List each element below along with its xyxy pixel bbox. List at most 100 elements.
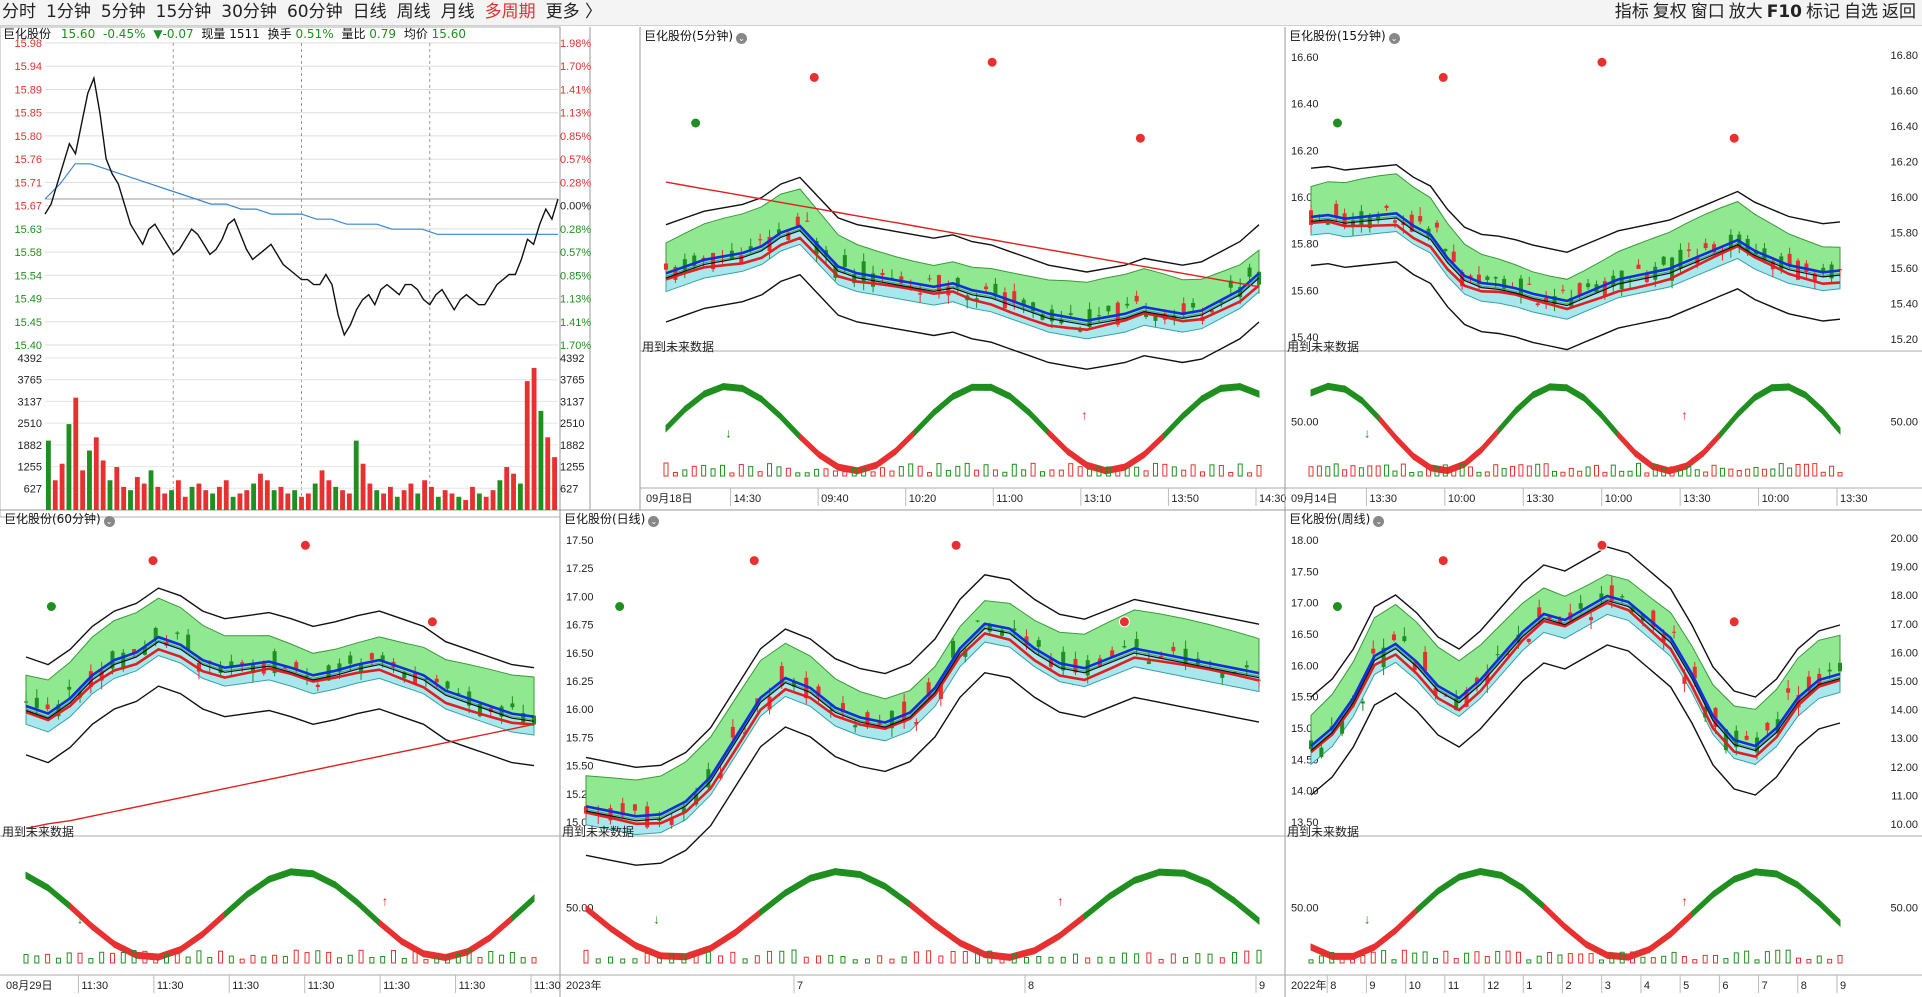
tab-0[interactable]: 分时 [2, 2, 36, 22]
candle [1630, 606, 1635, 612]
panel-title-pw[interactable]: 巨化股份(周线) ⌄ [1289, 512, 1385, 527]
period-tabs: 分时 1分钟 5分钟 15分钟 30分钟 60分钟 日线 周线 月线 多周期 更多 〉 [2, 1, 612, 23]
osc-bar [1526, 465, 1532, 477]
volume-bar [271, 490, 277, 510]
osc-bar [1391, 959, 1397, 964]
tool-3[interactable]: 放大 [1728, 2, 1763, 22]
volume-bar [333, 486, 339, 510]
osc-bar [1602, 471, 1608, 477]
gear-icon[interactable]: ⌄ [736, 33, 747, 44]
osc-bar [974, 469, 980, 477]
tab-5[interactable]: 60分钟 [286, 2, 343, 22]
left-axis-tick: 13.50 [1291, 817, 1319, 829]
candle [880, 272, 885, 276]
signal-marker [1728, 132, 1740, 144]
osc-bar [669, 953, 675, 964]
candle [673, 267, 678, 280]
tab-2[interactable]: 5分钟 [100, 2, 146, 22]
volume-bar [169, 490, 174, 510]
candle [1068, 313, 1073, 315]
axis-tick: 16.00 [1890, 647, 1918, 659]
candle [1106, 305, 1111, 312]
candle [445, 681, 450, 689]
tool-2[interactable]: 窗口 [1690, 2, 1725, 22]
osc-bar [754, 955, 760, 964]
osc-bar [1761, 468, 1767, 477]
tool-0[interactable]: 指标 [1614, 2, 1649, 22]
osc-bar [945, 469, 951, 477]
tool-5[interactable]: 标记 [1806, 2, 1840, 22]
tab-9[interactable]: 多周期 [484, 2, 536, 22]
panel-title-p60[interactable]: 巨化股份(60分钟) ⌄ [4, 512, 115, 527]
osc-bar [455, 953, 461, 964]
volume-bar [285, 493, 291, 510]
left-axis-tick: 16.00 [566, 704, 594, 716]
osc-bar [1619, 951, 1625, 964]
osc-bar [938, 955, 944, 964]
candle [1059, 319, 1064, 324]
osc-ribbon [1691, 890, 1714, 919]
up-arrow-icon: ↑ [382, 894, 389, 909]
candle [1670, 257, 1675, 281]
panel-title-p15[interactable]: 巨化股份(15分钟) ⌄ [1289, 29, 1400, 44]
tool-7[interactable]: 返回 [1882, 2, 1916, 22]
gear-icon[interactable]: ⌄ [648, 516, 660, 527]
osc-bar [88, 958, 94, 964]
osc-ribbon [761, 395, 782, 421]
left-axis-tick: 17.50 [1291, 566, 1319, 578]
volume-bar [80, 470, 86, 510]
osc-bar [369, 957, 375, 964]
osc-bar [1325, 466, 1331, 477]
panel-title-p5[interactable]: 巨化股份(5分钟) ⌄ [644, 29, 747, 44]
candle [1183, 648, 1188, 664]
tab-10[interactable]: 更多 〉 [545, 2, 602, 22]
candle [1220, 672, 1225, 678]
axis-tick: 18.00 [1890, 590, 1918, 602]
volume-bar [470, 486, 475, 510]
tool-1[interactable]: 复权 [1652, 2, 1687, 22]
left-axis-tick: 15.80 [1291, 239, 1319, 251]
osc-ribbon [1733, 868, 1756, 884]
panel-title-pd[interactable]: 巨化股份(日线) ⌄ [564, 512, 660, 527]
up-arrow-icon: ↑ [1681, 894, 1688, 909]
candle [1376, 216, 1381, 221]
osc-bar [1650, 957, 1656, 964]
candle [1493, 277, 1498, 279]
vol-tick-right: 1882 [560, 440, 584, 452]
tab-4[interactable]: 30分钟 [221, 2, 277, 22]
gear-icon[interactable]: ⌄ [1388, 33, 1400, 44]
tool-4[interactable]: F10 [1766, 2, 1802, 22]
tab-1[interactable]: 1分钟 [46, 2, 91, 22]
axis-tick: 20.00 [1890, 533, 1918, 545]
osc-bar [1409, 472, 1415, 477]
tab-3[interactable]: 15分钟 [155, 2, 212, 22]
candle [852, 274, 857, 284]
osc-bar [1837, 954, 1843, 964]
bollinger-lower [1310, 644, 1841, 796]
tab-6[interactable]: 日线 [352, 2, 387, 22]
volume-bar [299, 496, 304, 510]
gear-icon[interactable]: ⌄ [103, 516, 115, 527]
left-axis-tick: 15.40 [1291, 332, 1319, 344]
candle [1682, 677, 1687, 684]
osc-ribbon [984, 950, 1011, 961]
osc-bar [477, 956, 483, 964]
osc-bar [1598, 959, 1604, 964]
osc-bar [1501, 468, 1507, 477]
candle [786, 232, 791, 240]
tool-6[interactable]: 自选 [1844, 2, 1878, 22]
candle [67, 686, 72, 690]
gear-icon[interactable]: ⌄ [1373, 516, 1385, 527]
osc-bar [1785, 949, 1791, 964]
osc-ribbon [511, 894, 535, 923]
osc-bar [823, 468, 829, 477]
tab-7[interactable]: 周线 [396, 2, 431, 22]
osc-ribbon [1344, 385, 1363, 405]
osc-bar [1526, 959, 1532, 964]
osc-bar [1417, 471, 1423, 477]
osc-ribbon [1412, 452, 1431, 472]
volume-bar [367, 483, 373, 510]
signal-marker [147, 555, 159, 567]
tab-8[interactable]: 月线 [440, 2, 475, 22]
